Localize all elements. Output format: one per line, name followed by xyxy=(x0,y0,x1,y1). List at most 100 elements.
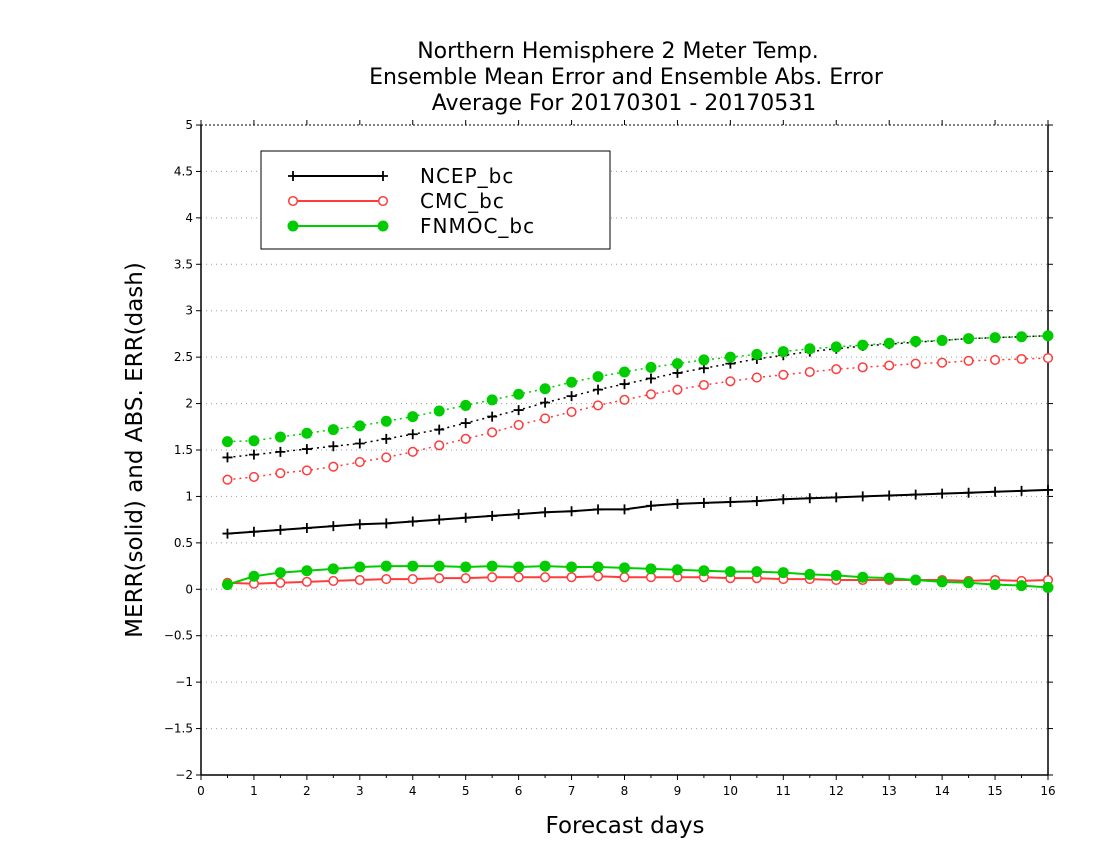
title-line-3: Average For 20170301 - 20170531 xyxy=(432,91,817,116)
fnmoc-bc-merr-point xyxy=(460,561,472,573)
fnmoc-bc-merr-point xyxy=(777,567,789,579)
fnmoc-bc-abs-err-point xyxy=(619,366,630,378)
fnmoc-bc-abs-err-point xyxy=(857,339,869,351)
fnmoc-bc-abs-err-point xyxy=(460,399,472,411)
cmc-bc-abs-err-point xyxy=(910,358,921,369)
ncep-bc-abs-err-point xyxy=(434,424,445,435)
x-axis-label: Forecast days xyxy=(546,813,705,839)
series-layer xyxy=(221,330,1054,593)
cmc-bc-merr-point xyxy=(487,572,498,583)
fnmoc-bc-abs-err-point xyxy=(248,435,260,447)
fnmoc-bc-merr-point xyxy=(566,561,578,573)
ncep-bc-merr-point xyxy=(301,523,312,533)
fnmoc-bc-abs-err-point xyxy=(433,405,445,417)
y-tick-label: 3 xyxy=(185,304,193,318)
cmc-bc-merr-point xyxy=(381,574,392,585)
x-tick-label: 10 xyxy=(723,784,738,798)
y-tick-label: −2 xyxy=(175,768,193,782)
x-tick-label: 16 xyxy=(1040,784,1055,798)
fnmoc-bc-merr-point xyxy=(592,561,604,573)
ncep-bc-merr-point xyxy=(222,528,233,539)
cmc-bc-abs-err-point xyxy=(751,372,762,383)
fnmoc-bc-abs-err-point xyxy=(777,346,789,358)
ncep-bc-abs-err-point xyxy=(593,384,604,395)
x-tick-label: 2 xyxy=(303,784,311,798)
ncep-bc-merr-point xyxy=(1016,485,1027,496)
ncep-bc-merr-point xyxy=(540,507,551,518)
cmc-bc-abs-err-point xyxy=(884,360,895,371)
cmc-bc-merr-point xyxy=(275,577,286,588)
ncep-bc-merr-point xyxy=(460,512,471,523)
fnmoc-bc-merr-point xyxy=(619,562,630,574)
fnmoc-bc-merr-point xyxy=(963,577,975,589)
fnmoc-bc-merr-point xyxy=(830,569,842,581)
cmc-bc-abs-err-point xyxy=(645,389,657,400)
ncep-bc-merr-point xyxy=(751,496,762,507)
legend-label-cmc-bc: CMC_bc xyxy=(420,189,505,213)
cmc-bc-abs-err-point xyxy=(1016,353,1027,365)
cmc-bc-merr-point xyxy=(434,573,445,584)
cmc-bc-abs-err-point xyxy=(407,446,418,457)
cmc-bc-merr-point xyxy=(407,574,418,585)
fnmoc-bc-merr-point xyxy=(433,560,445,572)
x-tick-label: 9 xyxy=(674,784,682,798)
cmc-bc-abs-err-point xyxy=(672,384,683,395)
y-tick-label: −1 xyxy=(175,675,193,689)
ncep-bc-merr-point xyxy=(645,500,656,511)
ncep-bc-merr-point xyxy=(831,492,842,503)
fnmoc-bc-merr-point xyxy=(751,566,763,578)
x-tick-label: 3 xyxy=(356,784,364,798)
ncep-bc-merr-point xyxy=(513,509,524,520)
ncep-bc-abs-err-point xyxy=(301,444,312,455)
ncep-bc-merr-point xyxy=(672,498,683,509)
cmc-bc-merr-point xyxy=(328,575,339,586)
x-tick-label: 0 xyxy=(197,784,205,798)
series-ncep-bc xyxy=(222,330,1053,539)
cmc-bc-abs-err-point xyxy=(857,362,868,373)
legend-marker-fnmoc-bc xyxy=(287,220,299,232)
title-line-2: Ensemble Mean Error and Ensemble Abs. Er… xyxy=(369,65,884,90)
fnmoc-bc-merr-point xyxy=(671,564,683,576)
ncep-bc-merr-point xyxy=(354,519,365,530)
fnmoc-bc-abs-err-point xyxy=(804,343,816,355)
chart-title: Northern Hemisphere 2 Meter Temp. Ensemb… xyxy=(369,39,884,116)
ncep-bc-abs-err-point xyxy=(513,405,524,416)
cmc-bc-abs-err-point xyxy=(619,394,630,405)
cmc-bc-abs-err-point xyxy=(725,376,736,387)
fnmoc-bc-abs-err-point xyxy=(989,332,1001,344)
legend-label-fnmoc-bc: FNMOC_bc xyxy=(420,214,535,238)
ncep-bc-abs-err-point xyxy=(487,411,498,422)
cmc-bc-merr-point xyxy=(513,572,524,583)
cmc-bc-abs-err-point xyxy=(963,355,974,366)
fnmoc-bc-merr-point xyxy=(804,568,816,580)
x-tick-label: 6 xyxy=(515,784,523,798)
axes: −2−1.5−1−0.500.511.522.533.544.550 1 2 3 4 5 6… xyxy=(164,118,1056,798)
fnmoc-bc-merr-point xyxy=(1042,581,1054,593)
cmc-bc-abs-err-point xyxy=(566,406,577,417)
y-tick-label: 5 xyxy=(185,118,193,132)
y-tick-label: −1.5 xyxy=(164,722,193,736)
y-tick-label: 1 xyxy=(185,489,193,503)
fnmoc-bc-abs-err-line xyxy=(227,335,1049,443)
cmc-bc-abs-err-point xyxy=(275,468,286,479)
x-tick-label: 11 xyxy=(776,784,791,798)
ncep-bc-abs-err-point xyxy=(540,397,551,408)
ncep-bc-abs-err-point xyxy=(619,379,630,390)
fnmoc-bc-abs-err-point xyxy=(751,348,763,360)
ncep-bc-merr-point xyxy=(593,504,604,515)
x-tick-label: 8 xyxy=(621,784,629,798)
fnmoc-bc-abs-err-point xyxy=(1016,331,1028,343)
fnmoc-bc-merr-point xyxy=(645,563,657,575)
fnmoc-bc-merr-point xyxy=(327,563,339,575)
cmc-bc-abs-err-point xyxy=(381,452,392,463)
ncep-bc-merr-point xyxy=(619,504,630,515)
ncep-bc-abs-err-point xyxy=(672,367,683,378)
cmc-bc-abs-err-point xyxy=(513,419,524,430)
y-tick-label: 4 xyxy=(185,211,193,225)
fnmoc-bc-abs-err-point xyxy=(1042,330,1054,342)
ncep-bc-merr-point xyxy=(381,518,392,529)
fnmoc-bc-merr-point xyxy=(301,565,313,577)
grid xyxy=(201,170,1048,730)
fnmoc-bc-merr-point xyxy=(513,561,525,573)
